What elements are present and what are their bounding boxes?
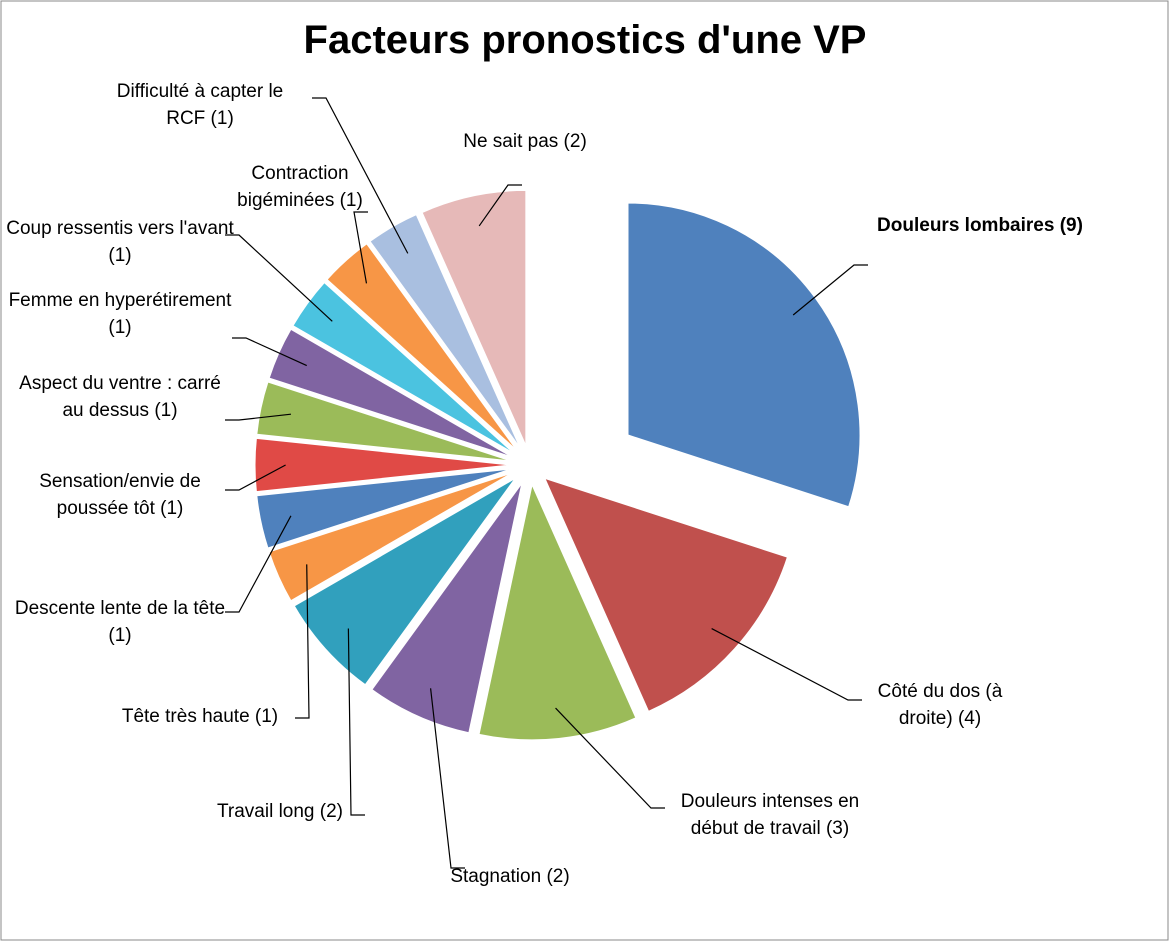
pie-slice: [268, 472, 512, 602]
slice-label: Sensation/envie de poussée tôt (1): [39, 471, 201, 519]
pie-slice: [256, 381, 511, 462]
slice-label: Côté du dos (à droite) (4): [877, 681, 1003, 729]
leader-line: [792, 264, 868, 316]
leader-line: [353, 211, 368, 284]
slice-label: Difficulté à capter le RCF (1): [116, 81, 284, 129]
leader-line: [429, 688, 465, 869]
slice-label: Coup ressentis vers l'avant (1): [6, 218, 234, 266]
pie-slice: [478, 483, 637, 741]
pie-slice: [369, 214, 521, 448]
leader-line: [225, 413, 292, 421]
pie-slice: [293, 477, 516, 686]
leader-line: [295, 564, 310, 719]
slice-label: Femme en hyperétirement (1): [8, 290, 232, 338]
leader-line: [225, 234, 333, 322]
leader-line: [711, 628, 862, 701]
slice-label: Douleurs intenses en début de travail (3…: [680, 791, 860, 839]
pie-slice: [292, 281, 515, 454]
slice-label: Travail long (2): [216, 801, 343, 822]
slice-label: Tête très haute (1): [121, 706, 279, 727]
leader-line: [225, 464, 286, 491]
pie-slice: [371, 482, 523, 734]
chart-title: Facteurs pronostics d'une VP: [303, 18, 867, 62]
slice-label: Douleurs lombaires (9): [877, 215, 1083, 236]
pie-slice: [421, 189, 527, 446]
leader-line: [347, 628, 365, 816]
pie-slice: [256, 468, 511, 549]
slice-label: Descente lente de la tête (1): [14, 598, 226, 646]
leader-line: [555, 707, 665, 809]
slice-label: Contraction bigéminées (1): [237, 163, 363, 211]
leader-line: [225, 515, 292, 613]
slice-label: Stagnation (2): [450, 866, 570, 887]
pie-slice: [326, 243, 518, 451]
pie-slice: [543, 477, 789, 712]
leader-line: [232, 337, 307, 367]
slice-label: Ne sait pas (2): [463, 131, 587, 152]
pie-slice: [627, 202, 861, 508]
leader-line: [312, 97, 409, 254]
leader-line: [478, 184, 522, 227]
slice-label: Aspect du ventre : carré au dessus (1): [19, 373, 221, 421]
pie-slice: [254, 437, 511, 493]
